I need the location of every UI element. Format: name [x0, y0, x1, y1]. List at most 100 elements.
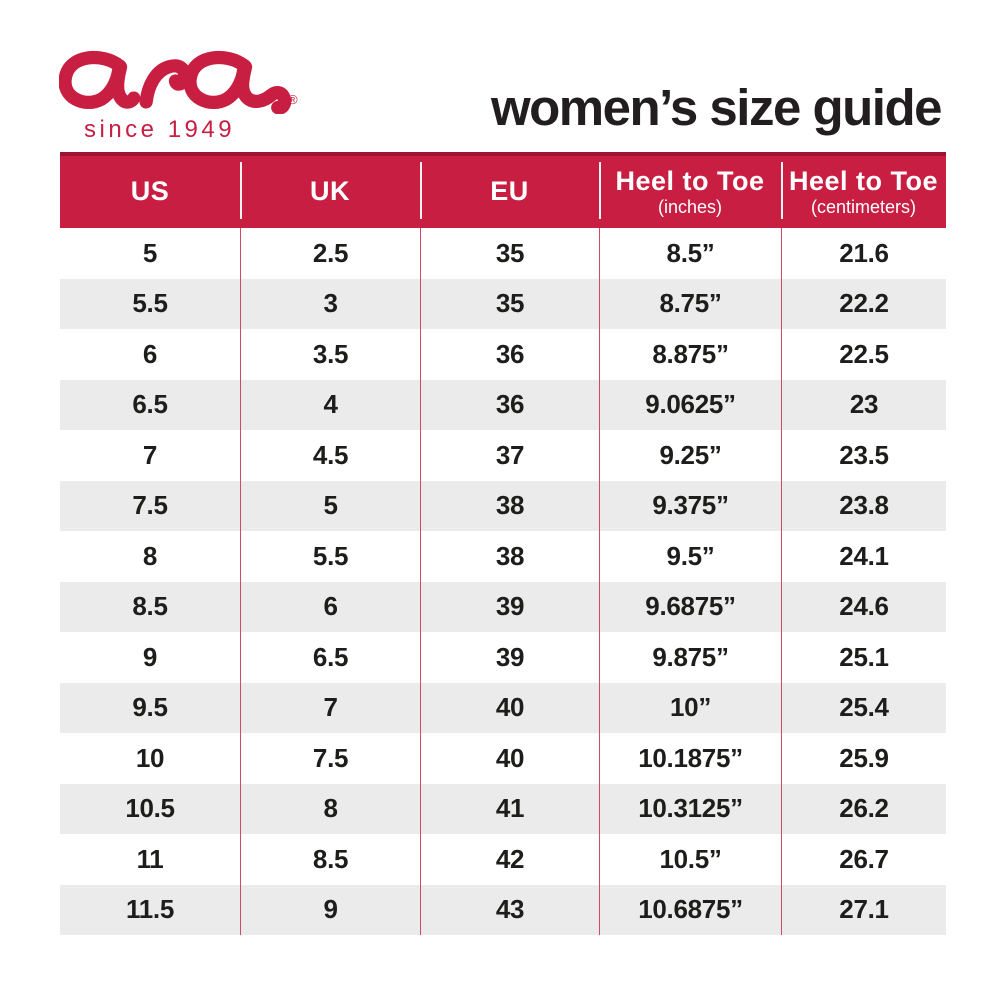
cell-heel-to-toe-centimeters: 25.1: [781, 632, 946, 683]
cell-us-size: 5.5: [132, 288, 168, 319]
cell-us-size: 8: [142, 540, 158, 571]
cell-uk-size: 9: [240, 884, 420, 935]
cell-us-size: 10: [135, 742, 165, 773]
cell-us-size: 9.5: [132, 692, 168, 723]
brand-tagline: since 1949: [84, 116, 236, 143]
table-body: 5 2.5 35 8.5” 21.6 5.5 3 35 8.75” 22.2 6…: [60, 228, 946, 935]
cell-uk-size: 3.5: [240, 329, 420, 380]
table-row: 6.5 4 36 9.0625” 23: [60, 379, 946, 430]
cell-eu-size: 42: [420, 834, 599, 885]
cell-heel-to-toe-centimeters: 25.4: [781, 682, 946, 733]
cell-uk-size: 6: [240, 581, 420, 632]
cell-us-size: 5: [142, 237, 158, 268]
table-row: 7.5 5 38 9.375” 23.8: [60, 480, 946, 531]
cell-us-size: 8.5: [132, 591, 168, 622]
table-row: 10.5 8 41 10.3125” 26.2: [60, 783, 946, 834]
cell-eu-size: 37: [420, 430, 599, 481]
header-sublabel: (centimeters): [810, 196, 917, 217]
header-cell-eu: EU: [420, 156, 599, 228]
cell-heel-to-toe-inches: 9.6875”: [599, 581, 781, 632]
cell-eu-size: 38: [420, 480, 599, 531]
cell-eu-size: 39: [420, 581, 599, 632]
cell-heel-to-toe-inches: 10.3125”: [599, 783, 781, 834]
cell-uk-size: 4.5: [240, 430, 420, 481]
page-title: women’s size guide: [490, 79, 943, 136]
cell-uk-size: 6.5: [240, 632, 420, 683]
cell-heel-to-toe-inches: 10”: [599, 682, 781, 733]
header-sublabel: (inches): [658, 196, 723, 217]
cell-heel-to-toe-inches: 10.5”: [599, 834, 781, 885]
cell-us-size: 10.5: [125, 793, 175, 824]
cell-us-size: 7: [142, 439, 158, 470]
cell-heel-to-toe-centimeters: 25.9: [781, 733, 946, 784]
table-row: 6 3.5 36 8.875” 22.5: [60, 329, 946, 380]
table-row: 5.5 3 35 8.75” 22.2: [60, 278, 946, 329]
table-row: 9 6.5 39 9.875” 25.1: [60, 632, 946, 683]
cell-heel-to-toe-centimeters: 24.6: [781, 581, 946, 632]
cell-us-size: 11.5: [126, 894, 174, 925]
cell-heel-to-toe-inches: 8.875”: [599, 329, 781, 380]
header-column-divider: [599, 162, 602, 219]
header-label: Heel to Toe: [788, 165, 939, 196]
header-cell-us: US: [60, 156, 240, 228]
brand-logo: ® since 1949: [58, 36, 318, 146]
cell-heel-to-toe-centimeters: 27.1: [781, 884, 946, 935]
header-label: EU: [490, 176, 529, 207]
cell-eu-size: 40: [420, 682, 599, 733]
table-row: 7 4.5 37 9.25” 23.5: [60, 430, 946, 481]
cell-heel-to-toe-centimeters: 23.8: [781, 480, 946, 531]
header-label: UK: [310, 176, 351, 207]
table-row: 5 2.5 35 8.5” 21.6: [60, 228, 946, 279]
cell-heel-to-toe-inches: 9.0625”: [599, 379, 781, 430]
cell-heel-to-toe-centimeters: 26.2: [781, 783, 946, 834]
cell-us-size: 11: [136, 843, 164, 874]
cell-uk-size: 8: [240, 783, 420, 834]
header-column-divider: [781, 162, 784, 219]
header-column-divider: [420, 162, 423, 219]
cell-uk-size: 2.5: [240, 228, 420, 279]
registered-trademark-icon: ®: [288, 92, 298, 107]
cell-heel-to-toe-centimeters: 22.2: [781, 278, 946, 329]
header-cell-uk: UK: [240, 156, 420, 228]
cell-eu-size: 35: [420, 228, 599, 279]
header-column-divider: [240, 162, 243, 219]
cell-us-size: 9: [142, 641, 158, 672]
cell-eu-size: 41: [420, 783, 599, 834]
cell-uk-size: 7.5: [240, 733, 420, 784]
cell-heel-to-toe-centimeters: 21.6: [781, 228, 946, 279]
cell-heel-to-toe-inches: 8.5”: [599, 228, 781, 279]
cell-eu-size: 36: [420, 379, 599, 430]
cell-eu-size: 38: [420, 531, 599, 582]
cell-heel-to-toe-centimeters: 23.5: [781, 430, 946, 481]
header-cell-heel-to-toe-centimeters: Heel to Toe (centimeters): [781, 156, 946, 228]
cell-eu-size: 36: [420, 329, 599, 380]
table-row: 9.5 7 40 10” 25.4: [60, 682, 946, 733]
table-row: 11 8.5 42 10.5” 26.7: [60, 834, 946, 885]
cell-heel-to-toe-inches: 10.6875”: [599, 884, 781, 935]
cell-heel-to-toe-inches: 9.875”: [599, 632, 781, 683]
ara-script-logo-icon: [59, 50, 291, 114]
cell-uk-size: 7: [240, 682, 420, 733]
table-row: 8.5 6 39 9.6875” 24.6: [60, 581, 946, 632]
cell-heel-to-toe-inches: 8.75”: [599, 278, 781, 329]
cell-heel-to-toe-centimeters: 23: [781, 379, 946, 430]
cell-uk-size: 4: [240, 379, 420, 430]
cell-heel-to-toe-inches: 9.25”: [599, 430, 781, 481]
table-row: 11.5 9 43 10.6875” 27.1: [60, 884, 946, 935]
header-label: Heel to Toe: [615, 165, 765, 196]
cell-heel-to-toe-inches: 9.375”: [599, 480, 781, 531]
cell-uk-size: 5: [240, 480, 420, 531]
cell-heel-to-toe-inches: 9.5”: [599, 531, 781, 582]
size-guide-table: US UK EU Heel to Toe (inches) Heel to To…: [60, 152, 946, 935]
cell-uk-size: 3: [240, 278, 420, 329]
cell-uk-size: 8.5: [240, 834, 420, 885]
table-row: 8 5.5 38 9.5” 24.1: [60, 531, 946, 582]
table-header-row: US UK EU Heel to Toe (inches) Heel to To…: [60, 152, 946, 228]
cell-us-size: 6.5: [132, 389, 168, 420]
cell-heel-to-toe-centimeters: 22.5: [781, 329, 946, 380]
cell-eu-size: 35: [420, 278, 599, 329]
header-label: US: [130, 176, 170, 207]
cell-heel-to-toe-centimeters: 26.7: [781, 834, 946, 885]
cell-heel-to-toe-inches: 10.1875”: [599, 733, 781, 784]
